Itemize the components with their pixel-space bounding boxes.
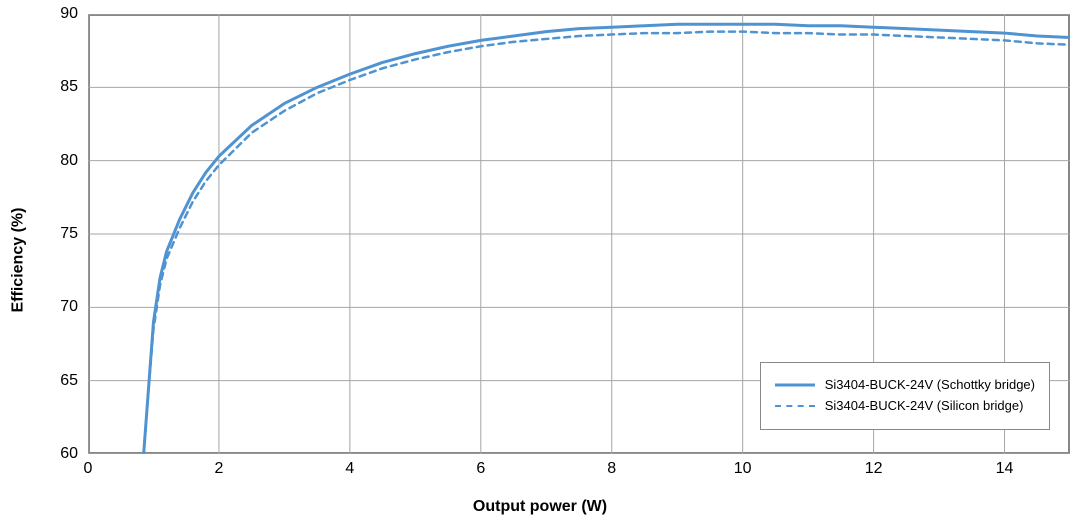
legend-label: Si3404-BUCK-24V (Silicon bridge) [825, 398, 1024, 413]
x-tick: 12 [865, 460, 883, 478]
y-tick: 65 [60, 372, 78, 390]
y-tick: 60 [60, 445, 78, 463]
x-tick: 8 [607, 460, 616, 478]
y-tick: 90 [60, 5, 78, 23]
y-tick: 75 [60, 225, 78, 243]
legend-swatch [775, 399, 815, 413]
x-tick: 0 [84, 460, 93, 478]
x-tick: 6 [476, 460, 485, 478]
y-tick: 85 [60, 78, 78, 96]
legend-swatch [775, 378, 815, 392]
x-tick: 10 [734, 460, 752, 478]
legend-item: Si3404-BUCK-24V (Schottky bridge) [775, 377, 1035, 392]
legend: Si3404-BUCK-24V (Schottky bridge) Si3404-… [760, 362, 1050, 430]
x-axis-label: Output power (W) [0, 498, 1080, 516]
legend-item: Si3404-BUCK-24V (Silicon bridge) [775, 398, 1035, 413]
x-tick: 2 [214, 460, 223, 478]
x-tick: 14 [996, 460, 1014, 478]
x-tick: 4 [345, 460, 354, 478]
y-tick: 80 [60, 152, 78, 170]
y-axis-label: Efficiency (%) [9, 208, 27, 313]
efficiency-chart: Efficiency (%) Output power (W) 0 2 4 6 8 10 1… [0, 0, 1080, 520]
y-tick: 70 [60, 298, 78, 316]
legend-label: Si3404-BUCK-24V (Schottky bridge) [825, 377, 1035, 392]
